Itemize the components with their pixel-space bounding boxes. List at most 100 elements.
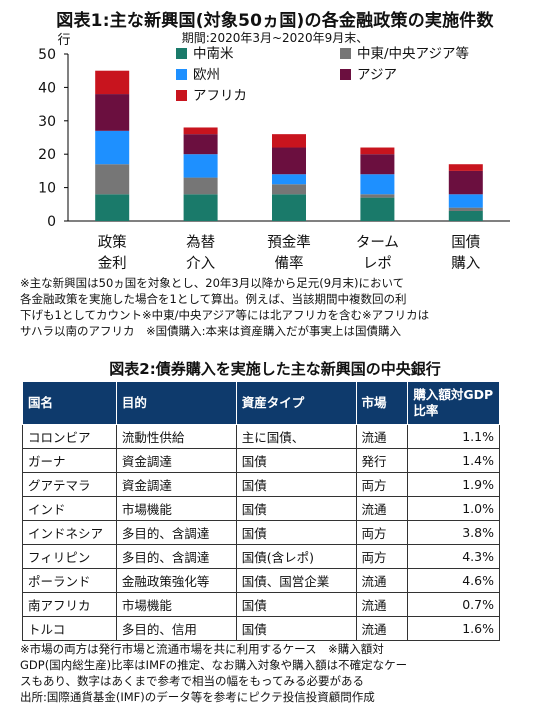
bar-segment bbox=[448, 207, 483, 211]
legend-label: アフリカ bbox=[193, 88, 247, 104]
cell-asset-type: 国債(含レポ) bbox=[235, 544, 357, 569]
chart-title: 図表1:主な新興国(対象50ヵ国)の各金融政策の実施件数 bbox=[56, 11, 494, 31]
cell-asset-type: 国債 bbox=[235, 520, 357, 545]
bar-segment bbox=[272, 194, 306, 221]
bar-segment bbox=[95, 194, 130, 221]
y-tick-label: 40 bbox=[38, 80, 56, 96]
bar-segment bbox=[272, 184, 306, 195]
table-row: インドネシア 多目的、含調達 国債 両方 3.8% bbox=[22, 520, 500, 545]
cell-gdp-ratio: 1.1% bbox=[407, 424, 500, 449]
table-header-row: 国名 目的 資産タイプ 市場 購入額対GDP比率 bbox=[22, 381, 500, 425]
cell-gdp-ratio: 1.6% bbox=[407, 616, 500, 641]
cell-country: インドネシア bbox=[22, 520, 117, 545]
header-gdp-ratio: 購入額対GDP比率 bbox=[407, 381, 500, 425]
bar-segment bbox=[360, 147, 395, 155]
x-tick-label: レポ bbox=[363, 255, 392, 272]
bar-segment bbox=[95, 130, 130, 165]
table-row: インド 市場機能 国債 流通 1.0% bbox=[22, 496, 500, 521]
legend-swatch bbox=[340, 48, 351, 59]
bar-segment bbox=[183, 134, 218, 155]
bar-segment bbox=[183, 194, 218, 221]
bar-segment bbox=[448, 210, 483, 221]
cell-gdp-ratio: 4.6% bbox=[407, 568, 500, 593]
cell-market: 流通 bbox=[355, 592, 409, 617]
central-bank-table: 国名 目的 資産タイプ 市場 購入額対GDP比率 コロンビア 流動性供給 主に国債、… bbox=[22, 381, 500, 641]
source-line: 出所:国際通貨基金(IMF)のデータ等を参考にピクテ投信投資顧問作成 bbox=[20, 690, 375, 704]
cell-market: 発行 bbox=[355, 448, 409, 473]
header-country: 国名 bbox=[22, 381, 117, 425]
bar-segment bbox=[448, 170, 483, 195]
bar-segment bbox=[448, 164, 483, 171]
x-tick-label: ターム bbox=[356, 234, 399, 251]
cell-purpose: 多目的、含調達 bbox=[115, 520, 237, 545]
bar-segment bbox=[360, 197, 395, 221]
bar-segment bbox=[95, 164, 130, 195]
bar-segment bbox=[183, 127, 218, 135]
x-tick-label: 政策 bbox=[98, 234, 127, 251]
table-row: 南アフリカ 市場機能 国債 流通 0.7% bbox=[22, 592, 500, 617]
cell-country: フィリピン bbox=[22, 544, 117, 569]
cell-country: グアテマラ bbox=[22, 472, 117, 497]
cell-country: ガーナ bbox=[22, 448, 117, 473]
cell-market: 両方 bbox=[355, 544, 409, 569]
cell-gdp-ratio: 1.4% bbox=[407, 448, 500, 473]
header-asset-type: 資産タイプ bbox=[235, 381, 357, 425]
chart-footnote: ※主な新興国は50ヵ国を対象とし、20年3月以降から足元(9月末)において 各金… bbox=[20, 275, 540, 339]
bar-segment bbox=[272, 174, 306, 185]
table-row: フィリピン 多目的、含調達 国債(含レポ) 両方 4.3% bbox=[22, 544, 500, 569]
x-tick-label: 預金準 bbox=[267, 234, 311, 251]
cell-market: 流通 bbox=[355, 424, 409, 449]
legend-swatch bbox=[176, 90, 187, 101]
legend-swatch bbox=[176, 48, 187, 59]
x-tick-label: 為替 bbox=[186, 234, 215, 251]
legend-label: 中東/中央アジア等 bbox=[357, 45, 469, 62]
footnote-line: 各金融政策を実施した場合を1として算出。例えば、当該期間中複数回の利 bbox=[20, 292, 407, 306]
legend-label: 欧州 bbox=[193, 67, 220, 83]
y-tick-label: 20 bbox=[38, 147, 56, 163]
bar-segment bbox=[95, 94, 130, 131]
cell-asset-type: 国債 bbox=[235, 496, 357, 521]
cell-purpose: 資金調達 bbox=[115, 472, 237, 497]
footnote-line: 下げも1としてカウント※中東/中央アジア等には北アフリカを含む※アフリカは bbox=[20, 308, 430, 322]
x-tick-label: 金利 bbox=[98, 255, 127, 272]
bar-segment bbox=[183, 154, 218, 178]
cell-gdp-ratio: 4.3% bbox=[407, 544, 500, 569]
header-purpose: 目的 bbox=[115, 381, 237, 425]
cell-purpose: 多目的、含調達 bbox=[115, 544, 237, 569]
x-tick-label: 国債 bbox=[451, 234, 480, 251]
footnote-line: GDP(国内総生産)比率はIMFの推定、なお購入対象や購入額は不確定なケー bbox=[20, 658, 408, 672]
y-tick-label: 30 bbox=[38, 114, 56, 130]
cell-asset-type: 主に国債、 bbox=[235, 424, 357, 449]
bar-segment bbox=[448, 194, 483, 208]
cell-asset-type: 国債、国営企業 bbox=[235, 568, 357, 593]
cell-market: 両方 bbox=[355, 472, 409, 497]
table-title: 図表2:債券購入を実施した主な新興国の中央銀行 bbox=[109, 360, 441, 378]
bar-segment bbox=[183, 177, 218, 195]
footnote-line: スもあり、数字はあくまで参考で相当の幅をもってみる必要がある bbox=[20, 674, 364, 688]
cell-market: 流通 bbox=[355, 568, 409, 593]
bar-segment bbox=[272, 134, 306, 148]
cell-country: ポーランド bbox=[22, 568, 117, 593]
cell-purpose: 市場機能 bbox=[115, 592, 237, 617]
cell-gdp-ratio: 0.7% bbox=[407, 592, 500, 617]
y-tick-label: 10 bbox=[38, 181, 56, 197]
cell-purpose: 市場機能 bbox=[115, 496, 237, 521]
bar-segment bbox=[360, 174, 395, 195]
x-tick-label: 介入 bbox=[186, 255, 215, 272]
y-axis-label: 行 bbox=[57, 33, 70, 48]
bar-segment bbox=[95, 70, 130, 95]
cell-country: トルコ bbox=[22, 616, 117, 641]
x-tick-label: 購入 bbox=[451, 255, 480, 272]
cell-country: 南アフリカ bbox=[22, 592, 117, 617]
footnote-line: ※主な新興国は50ヵ国を対象とし、20年3月以降から足元(9月末)において bbox=[20, 276, 405, 290]
cell-purpose: 多目的、信用 bbox=[115, 616, 237, 641]
footnote-line: サハラ以南のアフリカ ※国債購入:本来は資産購入だが事実上は国債購入 bbox=[20, 324, 402, 338]
cell-asset-type: 国債 bbox=[235, 616, 357, 641]
cell-asset-type: 国債 bbox=[235, 448, 357, 473]
cell-purpose: 資金調達 bbox=[115, 448, 237, 473]
table-row: ガーナ 資金調達 国債 発行 1.4% bbox=[22, 448, 500, 473]
cell-purpose: 流動性供給 bbox=[115, 424, 237, 449]
table-row: ポーランド 金融政策強化等 国債、国営企業 流通 4.6% bbox=[22, 568, 500, 593]
y-tick-label: 50 bbox=[38, 47, 56, 63]
